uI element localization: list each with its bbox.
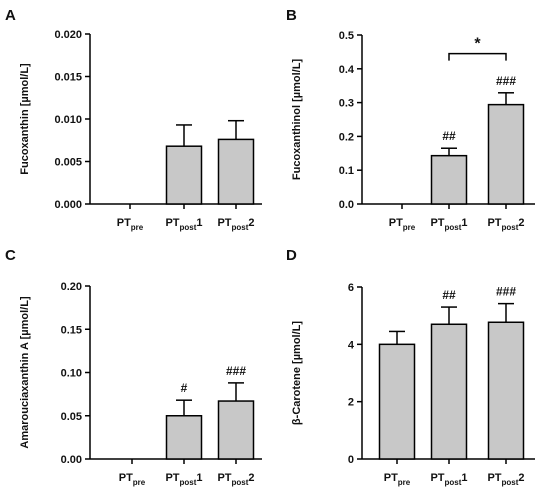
y-tick-label: 0.5 — [339, 30, 354, 42]
y-tick-label: 0.010 — [54, 114, 82, 126]
bar — [487, 103, 525, 205]
panel-letter: C — [5, 247, 16, 264]
panel-d: D 0 2 4 6 β-Carotene [µmol/L] PTpre ## PTpost1 ##… — [286, 247, 535, 487]
bar — [165, 145, 203, 205]
x-tick-label: PTpost1 — [165, 217, 202, 232]
bar — [378, 343, 416, 460]
x-tick-label: PTpost1 — [430, 472, 467, 487]
bar — [487, 321, 525, 460]
y-tick-label: 0.2 — [339, 131, 354, 143]
y-tick-label: 0.015 — [54, 72, 82, 84]
panel-letter: D — [286, 247, 297, 264]
y-tick-label: 0.15 — [61, 324, 82, 336]
significance-label: # — [181, 381, 188, 395]
significance-label: ### — [226, 364, 246, 378]
significance-label: ### — [496, 74, 516, 88]
y-tick-label: 0.000 — [54, 199, 82, 211]
x-tick-label: PTpost1 — [430, 217, 467, 232]
y-tick-label: 0.4 — [339, 64, 355, 76]
bar — [165, 415, 203, 460]
panel-b: B 0.0 0.1 0.2 0.3 0.4 0.5 Fucoxanthinol [µmol/L… — [286, 7, 535, 232]
y-axis-title: β-Carotene [µmol/L] — [291, 321, 303, 425]
x-tick-label: PTpre — [119, 472, 146, 487]
x-tick-label: PTpost2 — [487, 472, 524, 487]
y-tick-label: 0.1 — [339, 165, 354, 177]
y-tick-label: 0.05 — [61, 411, 82, 423]
y-axis-title: Fucoxanthinol [µmol/L] — [291, 59, 303, 181]
panel-letter: B — [286, 7, 297, 24]
bar — [430, 323, 468, 460]
x-tick-label: PTpre — [384, 472, 411, 487]
significance-label: ## — [442, 129, 456, 143]
y-tick-label: 0.005 — [54, 157, 82, 169]
x-tick-label: PTpost2 — [487, 217, 524, 232]
y-tick-label: 0 — [348, 454, 354, 466]
x-tick-label: PTpost1 — [165, 472, 202, 487]
y-tick-label: 0.10 — [61, 368, 82, 380]
panel-c: C 0.00 0.05 0.10 0.15 0.20 Amarouciaxanthin A … — [5, 247, 262, 487]
y-axis-title: Fucoxanthin [µmol/L] — [19, 63, 31, 175]
y-tick-label: 0.20 — [61, 281, 82, 293]
significance-label: ## — [442, 288, 456, 302]
significance-bracket — [448, 52, 507, 61]
y-tick-label: 0.3 — [339, 98, 354, 110]
y-tick-label: 6 — [348, 282, 354, 294]
x-tick-label: PTpre — [389, 217, 416, 232]
y-tick-label: 0.00 — [61, 454, 82, 466]
bar — [217, 400, 255, 460]
y-tick-label: 0.020 — [54, 29, 82, 41]
significance-star: * — [474, 36, 481, 53]
y-tick-label: 2 — [348, 397, 354, 409]
significance-label: ### — [496, 285, 516, 299]
y-axis-title: Amarouciaxanthin A [µmol/L] — [19, 296, 31, 449]
bar — [217, 138, 255, 205]
x-tick-label: PTpost2 — [217, 472, 254, 487]
y-tick-label: 4 — [348, 339, 355, 351]
panel-letter: A — [5, 7, 16, 24]
y-tick-label: 0.0 — [339, 199, 354, 211]
bar — [430, 154, 468, 205]
x-tick-label: PTpost2 — [217, 217, 254, 232]
x-tick-label: PTpre — [117, 217, 144, 232]
panel-a: A 0.000 0.005 0.010 0.015 0.020 Fucoxanthin [µ… — [5, 7, 262, 232]
